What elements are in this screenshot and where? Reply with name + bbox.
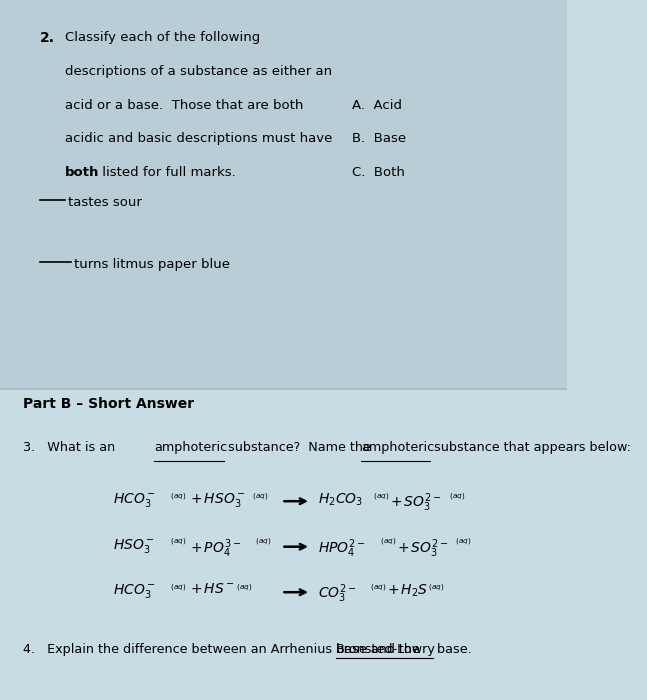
Text: $HPO_4^{2-}$: $HPO_4^{2-}$ [318,537,366,559]
Text: $CO_3^{2-}$: $CO_3^{2-}$ [318,582,356,605]
Text: tastes sour: tastes sour [68,196,142,209]
Text: $_{\,(aq)}$: $_{\,(aq)}$ [169,491,186,503]
Text: $+\,H_2S$: $+\,H_2S$ [387,582,428,598]
Text: B.  Base: B. Base [352,132,406,146]
Text: $+\,PO_4^{3-}$: $+\,PO_4^{3-}$ [190,537,241,559]
Text: acid or a base.  Those that are both: acid or a base. Those that are both [65,99,303,112]
Text: $H_2CO_{3}$: $H_2CO_{3}$ [318,491,363,508]
Text: Classify each of the following: Classify each of the following [65,32,261,45]
Text: 3.   What is an: 3. What is an [23,441,119,454]
Text: $_{\,(aq)}$: $_{\,(aq)}$ [169,537,186,548]
Text: $_{\,(aq)}$: $_{\,(aq)}$ [371,491,389,503]
Text: $HSO_3^-$: $HSO_3^-$ [113,537,155,555]
Text: $HCO_3^-$: $HCO_3^-$ [113,491,157,510]
Text: A.  Acid: A. Acid [352,99,402,112]
Text: $_{\,(aq)}$: $_{\,(aq)}$ [448,491,466,503]
Text: 2.: 2. [39,32,55,46]
Text: $+\,HS^-$: $+\,HS^-$ [190,582,235,596]
Text: $+\,HSO_3^-$: $+\,HSO_3^-$ [190,491,246,510]
Text: $_{\,(aq)}$: $_{\,(aq)}$ [369,582,386,594]
FancyBboxPatch shape [0,0,567,389]
Text: substance that appears below:: substance that appears below: [430,441,631,454]
Text: acidic and basic descriptions must have: acidic and basic descriptions must have [65,132,333,146]
Text: $_{\,(aq)}$: $_{\,(aq)}$ [254,537,272,548]
Text: substance?  Name the: substance? Name the [223,441,375,454]
Text: Part B – Short Answer: Part B – Short Answer [23,397,194,411]
Text: descriptions of a substance as either an: descriptions of a substance as either an [65,65,333,78]
Text: $_{\,(aq)}$: $_{\,(aq)}$ [236,582,253,594]
Text: $_{\,(aq)}$: $_{\,(aq)}$ [251,491,269,503]
Text: amphoteric: amphoteric [361,441,434,454]
Text: amphoteric: amphoteric [155,441,228,454]
Text: $_{\,(aq)}$: $_{\,(aq)}$ [169,582,186,594]
Text: 4.   Explain the difference between an Arrhenius base and the: 4. Explain the difference between an Arr… [23,643,424,656]
Text: listed for full marks.: listed for full marks. [98,166,236,179]
Text: $_{\,(aq)}$: $_{\,(aq)}$ [427,582,444,594]
Text: $_{\,(aq)}$: $_{\,(aq)}$ [454,537,471,548]
FancyBboxPatch shape [0,389,567,700]
Text: $+\,SO_3^{2-}$: $+\,SO_3^{2-}$ [397,537,449,559]
Text: $HCO_3^-$: $HCO_3^-$ [113,582,157,601]
Text: base.: base. [433,643,472,656]
Text: both: both [65,166,100,179]
Text: $+\,SO_3^{2-}$: $+\,SO_3^{2-}$ [390,491,442,514]
Text: Bronsted-Lowry: Bronsted-Lowry [336,643,435,656]
Text: $_{\,(aq)}$: $_{\,(aq)}$ [379,537,397,548]
Text: turns litmus paper blue: turns litmus paper blue [74,258,230,271]
Text: C.  Both: C. Both [352,166,404,179]
